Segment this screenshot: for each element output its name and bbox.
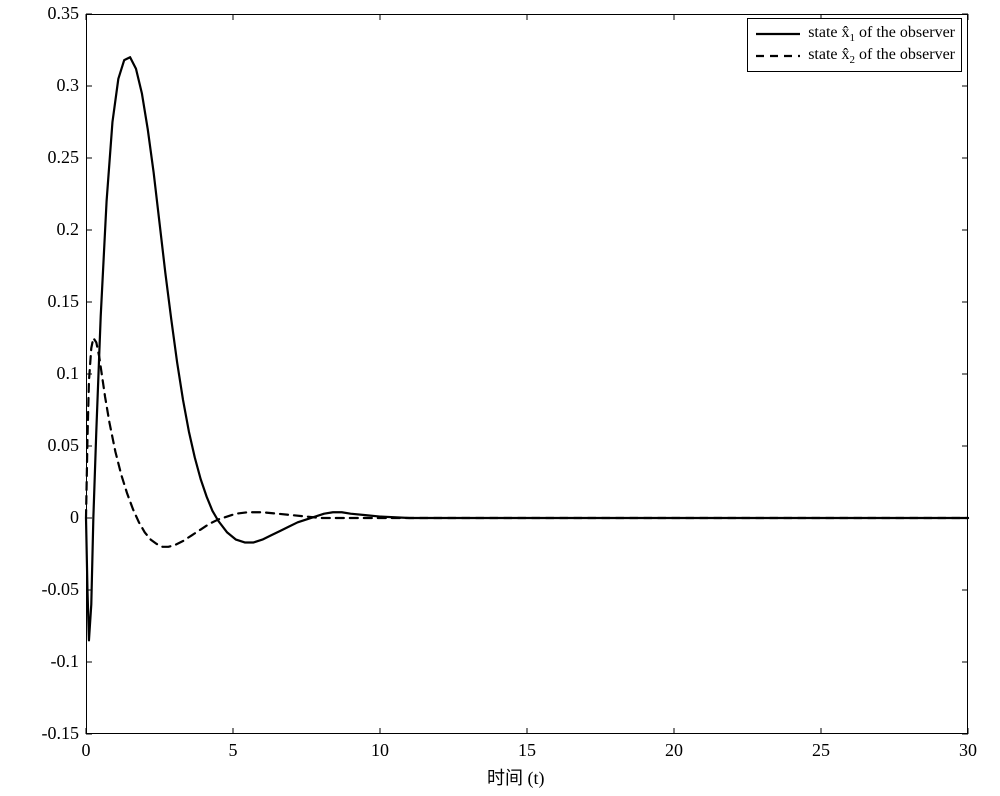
legend-swatch: [754, 46, 802, 66]
y-tick-label: -0.05: [24, 579, 79, 600]
x-axis-label: 时间 (t): [487, 764, 545, 790]
legend-entry-x2_hat: state x̂2 of the observer: [754, 45, 955, 67]
y-tick-label: 0.3: [24, 75, 79, 96]
legend-swatch: [754, 24, 802, 44]
x-tick-label: 5: [213, 740, 253, 761]
series-x1_hat: [86, 57, 968, 640]
legend-label: state x̂1 of the observer: [808, 24, 955, 44]
y-tick-label: -0.1: [24, 651, 79, 672]
x-tick-label: 0: [66, 740, 106, 761]
x-tick-label: 20: [654, 740, 694, 761]
y-tick-label: 0.25: [24, 147, 79, 168]
y-tick-label: 0.2: [24, 219, 79, 240]
x-tick-label: 10: [360, 740, 400, 761]
y-tick-label: 0: [24, 507, 79, 528]
legend-label: state x̂2 of the observer: [808, 46, 955, 66]
chart-svg: [0, 0, 1000, 796]
y-tick-label: 0.15: [24, 291, 79, 312]
y-tick-label: 0.05: [24, 435, 79, 456]
y-tick-label: 0.35: [24, 3, 79, 24]
x-tick-label: 15: [507, 740, 547, 761]
legend: state x̂1 of the observerstate x̂2 of th…: [747, 18, 962, 72]
observer-state-chart: -0.15-0.1-0.0500.050.10.150.20.250.30.35…: [0, 0, 1000, 796]
legend-entry-x1_hat: state x̂1 of the observer: [754, 23, 955, 45]
x-tick-label: 25: [801, 740, 841, 761]
y-tick-label: 0.1: [24, 363, 79, 384]
series-x2_hat: [86, 338, 968, 547]
xlabel-text: 时间 (t): [487, 768, 545, 788]
x-tick-label: 30: [948, 740, 988, 761]
